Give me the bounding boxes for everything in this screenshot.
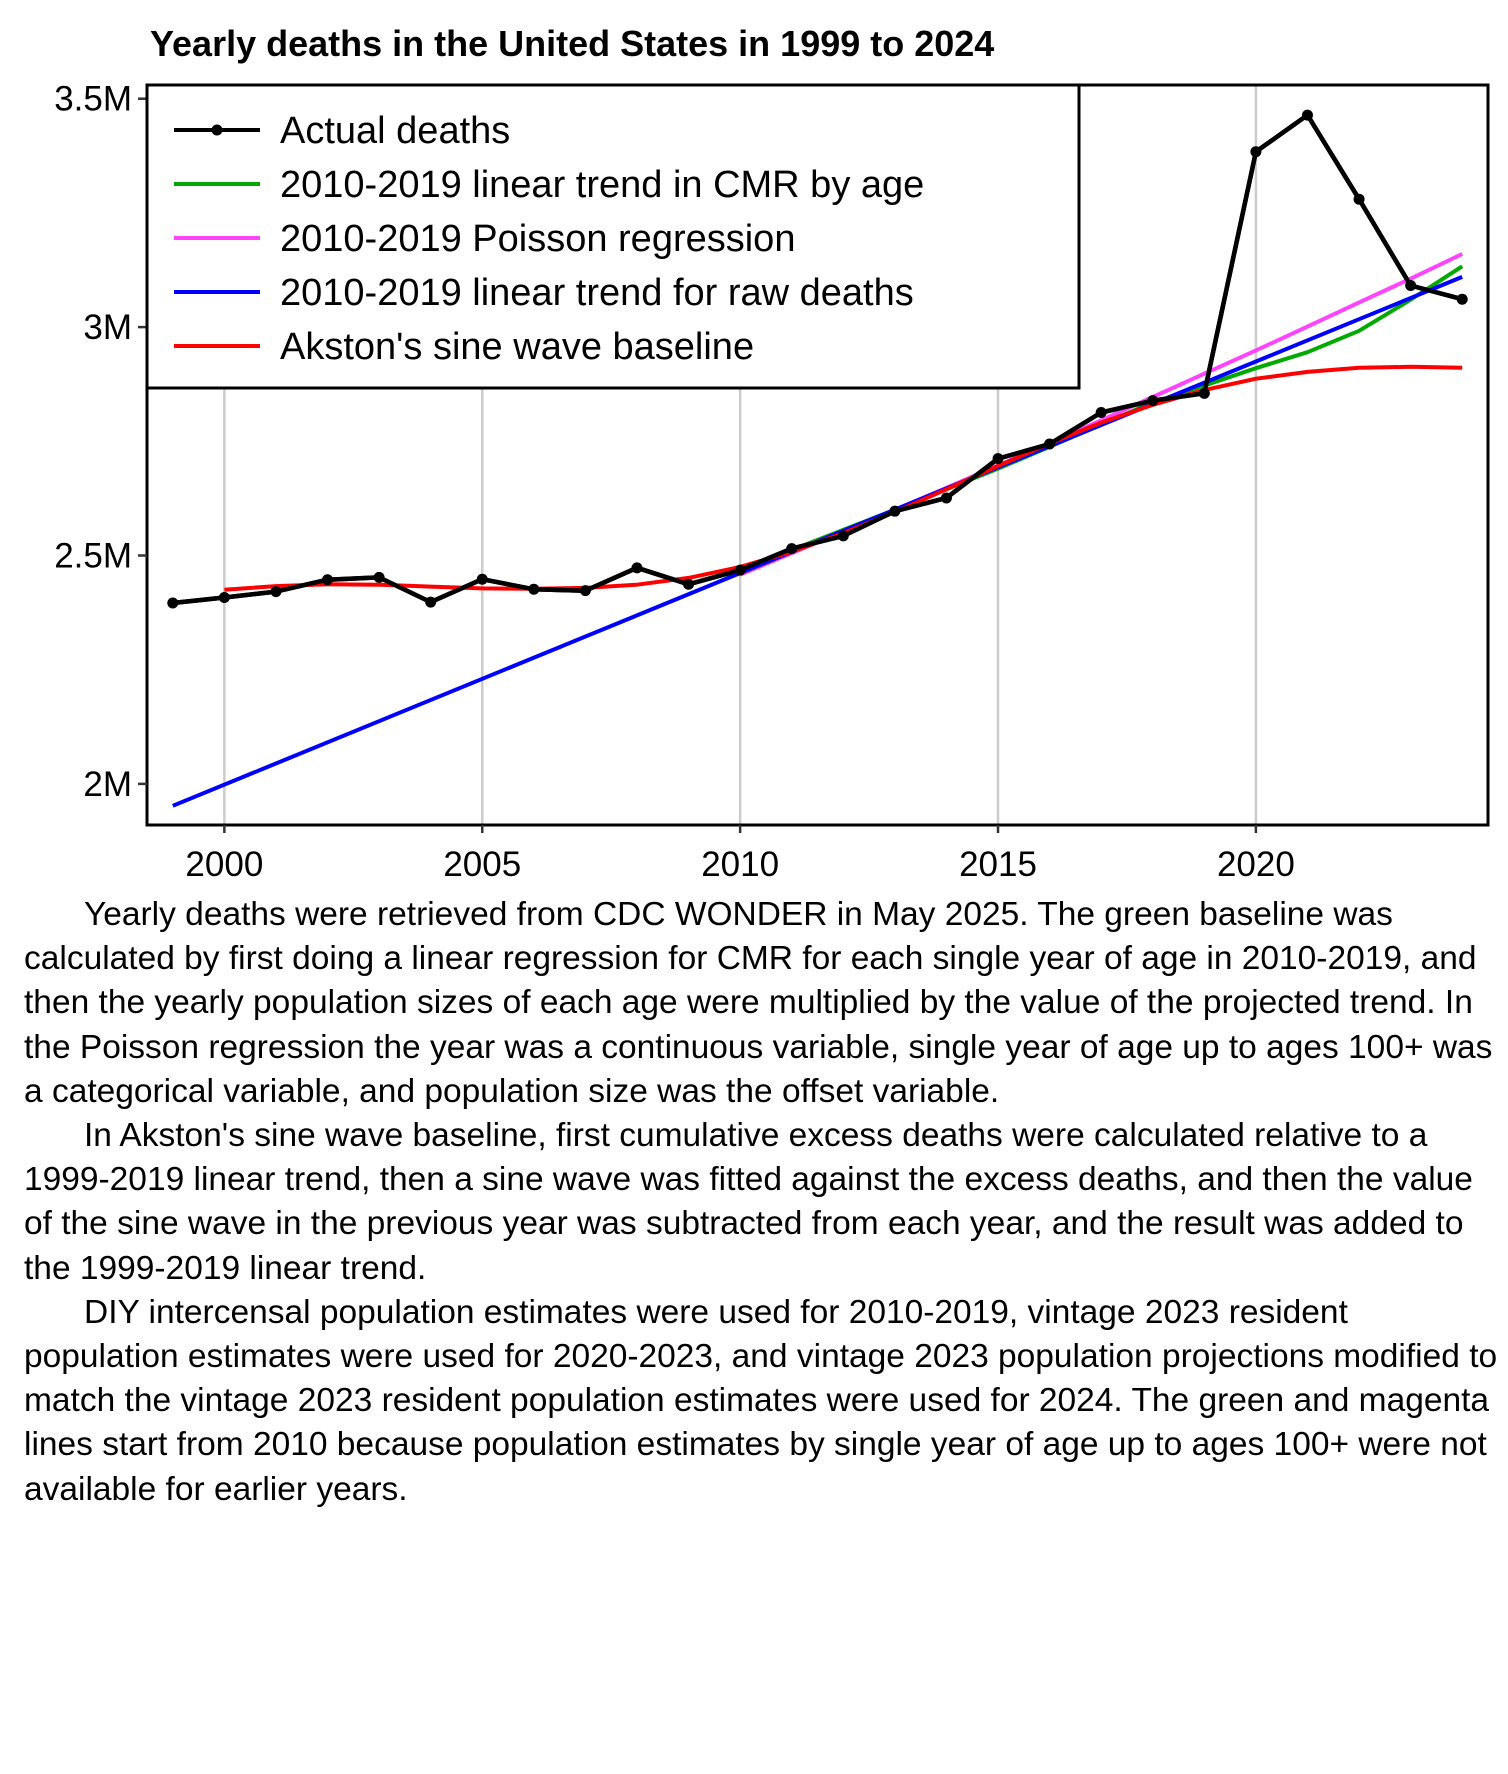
legend-label-akston-s-sine-wave-baseline: Akston's sine wave baseline	[280, 326, 754, 368]
chart: Yearly deaths in the United States in 19…	[54, 23, 1490, 884]
x-tick-label: 2010	[701, 845, 779, 884]
series-line-akston-s-sine-wave-baseline	[224, 364, 1463, 592]
x-tick-label: 2005	[443, 845, 521, 884]
axes: 2M 2.5M 3M 3.5M 2000 2005 2010 2015 2020	[54, 80, 1490, 884]
data-point-2004	[425, 596, 437, 608]
notes: Yearly deaths were retrieved from CDC WO…	[24, 893, 1499, 1512]
data-point-2009	[683, 578, 695, 590]
legend-marker-actual-deaths	[211, 124, 223, 136]
y-tick-label: 3.5M	[54, 80, 132, 119]
y-tick-label: 2.5M	[54, 536, 132, 575]
legend: Actual deaths 2010-2019 linear trend in C…	[145, 83, 1081, 390]
data-point-2008	[631, 562, 643, 574]
series-layer	[167, 109, 1468, 808]
data-point-2016	[1044, 438, 1056, 450]
data-point-2023	[1405, 280, 1417, 292]
note-paragraph-3: DIY intercensal population estimates wer…	[24, 1293, 1498, 1508]
legend-label-2010-2019-linear-trend-in-cmr-by-age: 2010-2019 linear trend in CMR by age	[280, 164, 924, 206]
data-point-2013	[889, 505, 901, 517]
legend-label-actual-deaths: Actual deaths	[280, 110, 510, 152]
series-line-actual-deaths-top	[172, 112, 1463, 606]
data-point-2011	[786, 543, 798, 555]
legend-label-2010-2019-linear-trend-for-raw-deaths: 2010-2019 linear trend for raw deaths	[280, 272, 914, 314]
data-point-2001	[270, 586, 282, 598]
data-point-2018	[1147, 395, 1159, 407]
data-point-2022	[1353, 193, 1365, 205]
legend-label-2010-2019-poisson-regression: 2010-2019 Poisson regression	[280, 218, 795, 260]
x-tick-label: 2000	[185, 845, 263, 884]
data-point-2007	[579, 585, 591, 597]
data-point-2006	[528, 583, 540, 595]
note-paragraph-1: Yearly deaths were retrieved from CDC WO…	[24, 896, 1493, 1110]
legend-box	[145, 83, 1081, 390]
data-point-2012	[837, 530, 849, 542]
data-point-2021	[1301, 109, 1313, 121]
data-point-2005	[476, 573, 488, 585]
y-tick-label: 3M	[83, 308, 132, 347]
data-point-2003	[373, 571, 385, 583]
chart-title: Yearly deaths in the United States in 19…	[150, 23, 994, 64]
note-paragraph-2: In Akston's sine wave baseline, first cu…	[24, 1117, 1473, 1287]
data-point-2010	[734, 564, 746, 576]
data-point-2015	[992, 453, 1004, 465]
data-point-2014	[940, 492, 952, 504]
data-point-2000	[218, 592, 230, 604]
data-point-2024	[1456, 293, 1468, 305]
data-point-2017	[1095, 407, 1107, 419]
x-tick-label: 2015	[959, 845, 1037, 884]
y-tick-label: 2M	[83, 765, 132, 804]
x-tick-label: 2020	[1217, 845, 1295, 884]
data-point-1999	[167, 597, 179, 609]
data-point-2019	[1198, 387, 1210, 399]
data-point-2002	[322, 574, 334, 586]
data-point-2020	[1250, 146, 1262, 158]
